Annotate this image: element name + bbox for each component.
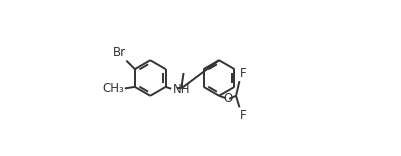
Text: CH₃: CH₃ (102, 82, 124, 95)
Text: F: F (240, 67, 246, 80)
Text: Br: Br (112, 46, 126, 59)
Text: NH: NH (173, 83, 190, 96)
Text: F: F (240, 109, 246, 122)
Text: O: O (223, 92, 232, 105)
